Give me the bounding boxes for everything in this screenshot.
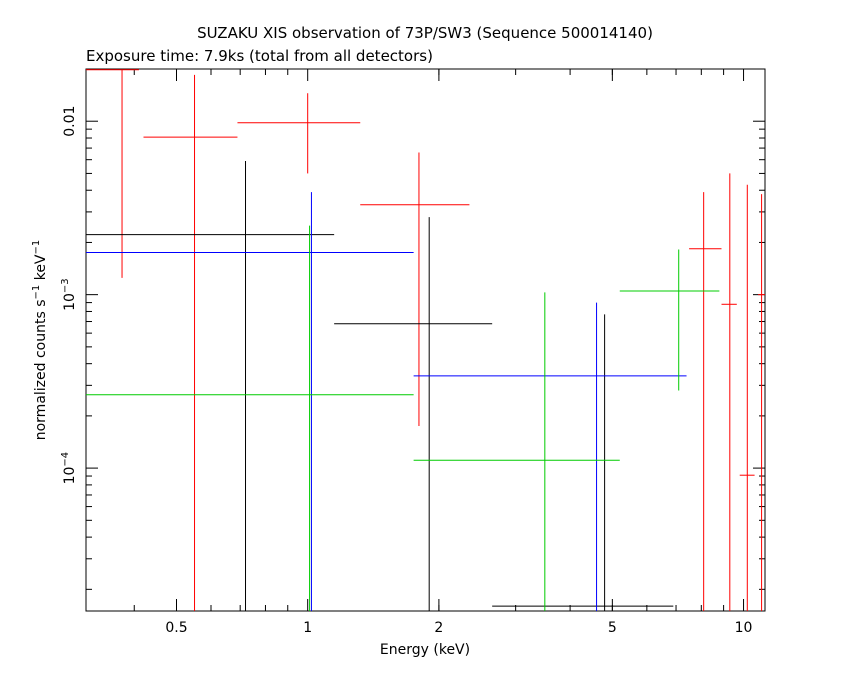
- x-tick-label: 10: [735, 620, 753, 636]
- y-tick-label: 10−4: [60, 452, 78, 485]
- y-tick-label: 0.01: [62, 106, 78, 137]
- minor-ticks: [86, 68, 765, 611]
- plot-frame: [85, 68, 766, 612]
- series-3: [86, 225, 720, 611]
- y-tick-exponent: −4: [60, 452, 71, 467]
- chart-title: SUZAKU XIS observation of 73P/SW3 (Seque…: [197, 24, 653, 42]
- chart-subtitle: Exposure time: 7.9ks (total from all det…: [86, 47, 433, 65]
- x-axis-label: Energy (keV): [380, 642, 470, 658]
- series-layer: [86, 69, 765, 611]
- y-tick-label: 10−3: [60, 278, 78, 311]
- x-tick-label: 2: [434, 620, 443, 636]
- y-axis-label-mid: keV: [33, 254, 49, 285]
- y-axis-label-exp2: −1: [31, 240, 42, 255]
- y-tick-base: 10: [62, 467, 78, 485]
- x-tick-label: 0.5: [165, 620, 187, 636]
- series-1: [86, 160, 674, 611]
- y-axis-label-prefix: normalized counts s: [33, 299, 49, 440]
- y-tick-text: 0.01: [62, 106, 78, 137]
- y-tick-base: 10: [62, 293, 78, 311]
- y-axis-label-exp1: −1: [31, 285, 42, 300]
- y-tick-exponent: −3: [60, 278, 71, 293]
- y-axis-label: normalized counts s−1 keV−1: [31, 240, 49, 441]
- x-tick-label: 1: [303, 620, 312, 636]
- x-axis-ticks: 0.5 1 2 5 10: [165, 69, 752, 636]
- x-tick-label: 5: [608, 620, 617, 636]
- series-2: [86, 192, 687, 611]
- series-0: [86, 69, 765, 611]
